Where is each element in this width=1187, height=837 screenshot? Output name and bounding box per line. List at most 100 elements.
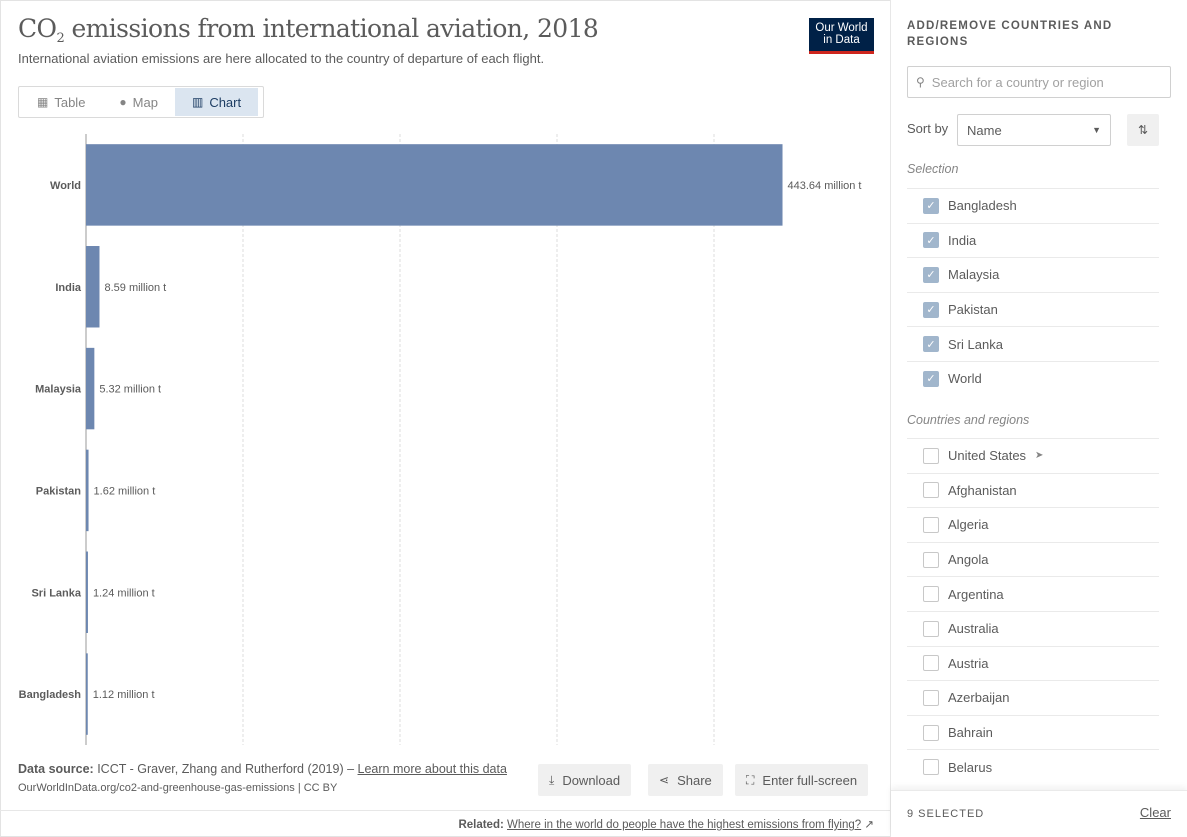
download-button[interactable]: ⤓ Download	[538, 764, 632, 796]
entity-label: Angola	[948, 552, 989, 568]
selected-entity-item[interactable]: ✓ India	[907, 222, 1159, 258]
value-label: 443.64 million t	[788, 180, 862, 192]
related-link[interactable]: Where in the world do people have the hi…	[507, 819, 862, 831]
selected-list: ✓ Bangladesh ✓ India ✓ Malaysia ✓ Pakistan ✓ Sri …	[907, 188, 1159, 396]
view-tabs: ▦ Table ● Map ▥ Chart	[18, 86, 264, 118]
category-label: Pakistan	[36, 485, 82, 497]
share-icon: ⋖	[659, 773, 670, 787]
owid-logo[interactable]: Our World in Data	[809, 18, 874, 54]
countries-list: United States ➤ Afghanistan Algeria Angola Ar…	[907, 438, 1159, 784]
clear-button[interactable]: Clear	[1139, 805, 1171, 820]
learn-more-link[interactable]: Learn more about this data	[357, 762, 507, 776]
sort-value: Name	[967, 122, 1002, 138]
checked-checkbox[interactable]: ✓	[923, 301, 939, 318]
sort-select[interactable]: Name ▼	[957, 114, 1111, 146]
entity-item[interactable]: Belarus	[907, 749, 1159, 784]
sort-order-button[interactable]: ⇅	[1127, 114, 1159, 146]
download-icon: ⤓	[549, 772, 555, 787]
bar	[86, 653, 88, 735]
external-link-icon: ↗	[864, 819, 874, 831]
chart-subtitle: International aviation emissions are her…	[18, 51, 545, 66]
selected-entity-label: Malaysia	[948, 267, 1000, 283]
sort-label: Sort by	[907, 121, 949, 136]
entity-label: Austria	[948, 655, 989, 671]
bar-chart: World 443.64 million t India 8.59 million t…	[19, 134, 862, 745]
value-label: 1.62 million t	[94, 485, 156, 497]
checked-checkbox[interactable]: ✓	[923, 197, 939, 214]
selected-entity-item[interactable]: ✓ Bangladesh	[907, 188, 1159, 223]
source-url[interactable]: OurWorldInData.org/co2-and-greenhouse-ga…	[18, 782, 338, 794]
download-label: Download	[562, 772, 621, 788]
globe-icon: ●	[119, 95, 127, 109]
entity-item[interactable]: Angola	[907, 541, 1159, 577]
tab-table-label: Table	[54, 94, 86, 110]
selected-entity-item[interactable]: ✓ Pakistan	[907, 291, 1159, 327]
entity-item[interactable]: Australia	[907, 610, 1159, 646]
fullscreen-button[interactable]: ⛶ Enter full-screen	[735, 764, 869, 796]
checkbox[interactable]	[923, 516, 939, 533]
sort-order-icon: ⇅	[1137, 123, 1149, 137]
entity-selector-panel: ADD/REMOVE COUNTRIES AND REGIONS ⚲ Sort …	[890, 0, 1187, 837]
entity-item[interactable]: Austria	[907, 645, 1159, 681]
category-label: India	[55, 282, 82, 294]
entity-item[interactable]: United States ➤	[907, 438, 1159, 473]
checkbox[interactable]	[923, 759, 939, 776]
checkbox[interactable]	[923, 655, 939, 672]
checkbox[interactable]	[923, 586, 939, 603]
tab-chart-label: Chart	[209, 94, 242, 110]
selected-entity-label: World	[948, 371, 982, 387]
bar	[86, 551, 88, 633]
checked-checkbox[interactable]: ✓	[923, 370, 939, 387]
entity-label: Australia	[948, 621, 999, 637]
related-bar: Related: Where in the world do people ha…	[0, 810, 890, 837]
value-label: 5.32 million t	[99, 384, 161, 396]
chart-title: CO2 emissions from international aviatio…	[18, 14, 599, 46]
share-button[interactable]: ⋖ Share	[648, 764, 723, 796]
selected-count: 9 SELECTED	[907, 808, 985, 820]
entity-item[interactable]: Azerbaijan	[907, 680, 1159, 715]
checkbox[interactable]	[923, 689, 939, 706]
value-label: 1.24 million t	[93, 587, 155, 599]
data-source: Data source: ICCT - Graver, Zhang and Ru…	[18, 762, 507, 776]
chart-icon: ▥	[191, 95, 204, 109]
selected-entity-label: Pakistan	[948, 302, 998, 318]
entity-item[interactable]: Bahrain	[907, 714, 1159, 750]
checked-checkbox[interactable]: ✓	[923, 232, 939, 249]
bar	[86, 246, 100, 328]
selection-label: Selection	[907, 162, 959, 176]
checkbox[interactable]	[923, 447, 939, 464]
source-label: Data source:	[18, 762, 94, 776]
checked-checkbox[interactable]: ✓	[923, 336, 939, 353]
category-label: Malaysia	[35, 384, 82, 396]
share-label: Share	[677, 772, 712, 788]
entity-item[interactable]: Argentina	[907, 576, 1159, 611]
entity-label: Algeria	[948, 517, 989, 533]
category-label: Bangladesh	[19, 689, 82, 701]
checkbox[interactable]	[923, 482, 939, 499]
tab-table[interactable]: ▦ Table	[20, 88, 102, 116]
checkbox[interactable]	[923, 724, 939, 741]
entity-label: Belarus	[948, 759, 993, 775]
entity-panel-heading: ADD/REMOVE COUNTRIES AND REGIONS	[907, 20, 1113, 48]
bar	[86, 144, 783, 226]
entity-item[interactable]: Algeria	[907, 507, 1159, 542]
entity-search[interactable]: ⚲	[907, 66, 1171, 98]
selected-entity-item[interactable]: ✓ World	[907, 360, 1159, 396]
source-text: ICCT - Graver, Zhang and Rutherford (201…	[93, 762, 358, 776]
selected-entity-item[interactable]: ✓ Malaysia	[907, 257, 1159, 292]
checkbox[interactable]	[923, 551, 939, 568]
checked-checkbox[interactable]: ✓	[923, 266, 939, 283]
entity-search-input[interactable]	[931, 74, 1162, 90]
category-label: Sri Lanka	[31, 587, 81, 599]
checkbox[interactable]	[923, 620, 939, 637]
entity-item[interactable]: Afghanistan	[907, 472, 1159, 508]
tab-chart[interactable]: ▥ Chart	[174, 88, 259, 116]
related-article: Related: Where in the world do people ha…	[458, 817, 874, 831]
selected-entity-item[interactable]: ✓ Sri Lanka	[907, 326, 1159, 361]
tab-map[interactable]: ● Map	[102, 88, 175, 116]
entity-label: Bahrain	[948, 725, 993, 741]
fullscreen-label: Enter full-screen	[762, 772, 858, 788]
logo-line-2: in Data	[823, 34, 860, 46]
value-label: 8.59 million t	[104, 282, 166, 294]
countries-label: Countries and regions	[907, 413, 1030, 427]
